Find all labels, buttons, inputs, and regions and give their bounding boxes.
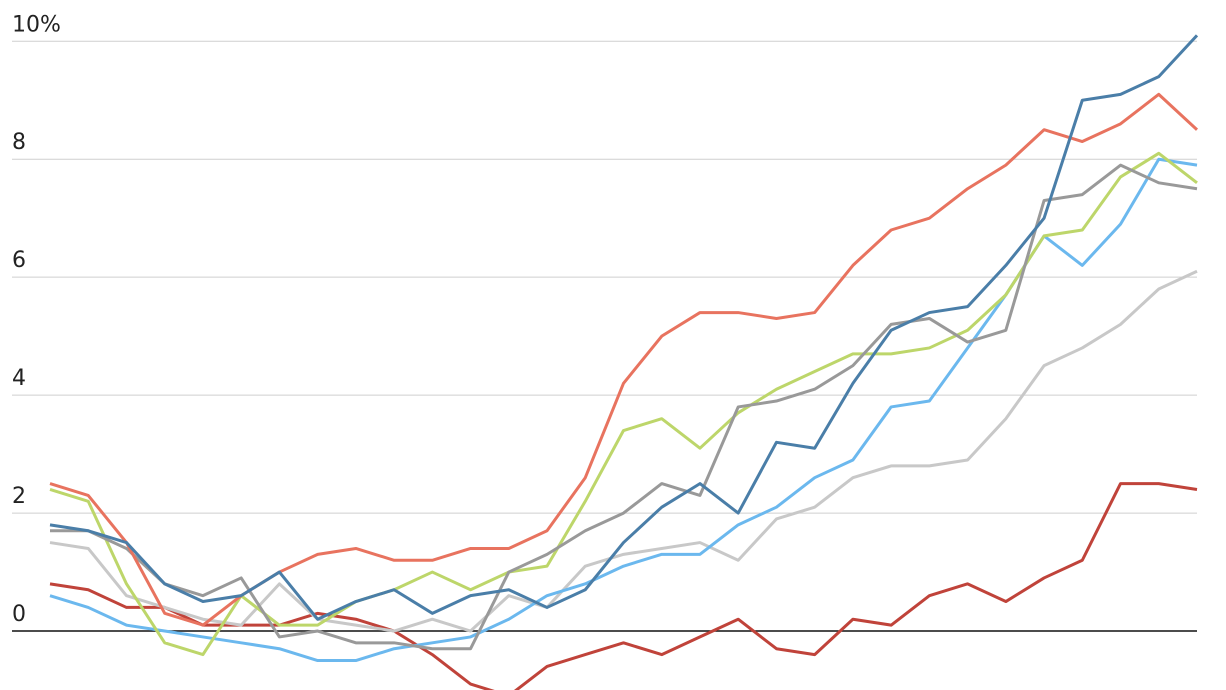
y-tick-label: 2 <box>12 484 26 509</box>
series-line <box>49 269 1198 633</box>
y-tick-label: 0 <box>12 602 26 627</box>
series-line <box>49 151 1198 657</box>
series-line <box>49 92 1199 627</box>
series-line <box>49 34 1199 621</box>
y-tick-label: 8 <box>12 130 26 155</box>
y-tick-label: 4 <box>12 366 26 391</box>
y-tick-label: 10% <box>12 12 61 37</box>
y-tick-label: 6 <box>12 248 26 273</box>
series-line <box>50 163 1198 651</box>
